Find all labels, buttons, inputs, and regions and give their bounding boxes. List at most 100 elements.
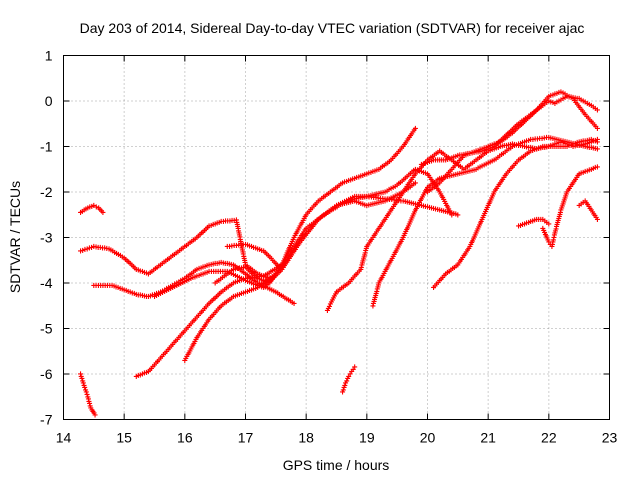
data-point: +: [277, 264, 283, 275]
data-point: +: [224, 259, 230, 270]
data-point: +: [552, 90, 558, 101]
data-point: +: [471, 147, 477, 158]
data-point: +: [259, 246, 265, 257]
data-point: +: [331, 294, 337, 305]
data-point: +: [211, 267, 217, 278]
data-point: +: [432, 180, 438, 191]
data-point: +: [336, 201, 342, 212]
data-point: +: [97, 243, 103, 254]
data-point: +: [356, 198, 362, 209]
data-point: +: [285, 251, 291, 262]
data-point: +: [291, 247, 297, 258]
data-point: +: [570, 139, 576, 150]
data-point: +: [391, 195, 397, 206]
data-point: +: [447, 208, 453, 219]
data-point: +: [459, 168, 465, 179]
data-point: +: [310, 222, 316, 233]
data-point: +: [380, 197, 386, 208]
data-point: +: [534, 106, 540, 117]
data-point: +: [407, 182, 413, 193]
data-point: +: [290, 248, 296, 259]
data-point: +: [435, 180, 441, 191]
data-point: +: [91, 201, 97, 212]
x-tick-label: 14: [56, 430, 72, 446]
data-point: +: [400, 233, 406, 244]
data-point: +: [493, 186, 499, 197]
data-point: +: [234, 218, 240, 229]
data-point: +: [477, 221, 483, 232]
data-point: +: [205, 301, 211, 312]
data-point: +: [397, 239, 403, 250]
data-point: +: [410, 199, 416, 210]
data-point: +: [453, 160, 459, 171]
data-point: +: [229, 216, 235, 227]
data-point: +: [364, 242, 370, 253]
data-point: +: [268, 275, 274, 286]
data-point: +: [283, 255, 289, 266]
data-point: +: [506, 145, 512, 156]
data-point: +: [212, 308, 218, 319]
data-point: +: [282, 253, 288, 264]
data-point: +: [366, 201, 372, 212]
data-point: +: [469, 238, 475, 249]
data-point: +: [337, 285, 343, 296]
data-point: +: [271, 257, 277, 268]
data-point: +: [79, 374, 85, 385]
data-point: +: [346, 198, 352, 209]
data-point: +: [419, 160, 425, 171]
data-point: +: [568, 93, 574, 104]
data-point: +: [307, 221, 313, 232]
data-point: +: [576, 140, 582, 151]
data-point: +: [455, 158, 461, 169]
data-point: +: [212, 259, 218, 270]
data-point: +: [561, 198, 567, 209]
data-point: +: [368, 237, 374, 248]
data-point: +: [349, 275, 355, 286]
data-point: +: [459, 255, 465, 266]
data-point: +: [200, 263, 206, 274]
data-point: +: [451, 263, 457, 274]
data-point: +: [475, 147, 481, 158]
data-point: +: [161, 350, 167, 361]
data-point: +: [131, 289, 137, 300]
data-point: +: [257, 245, 263, 256]
data-point: +: [340, 385, 346, 396]
data-point: +: [412, 208, 418, 219]
data-point: +: [506, 131, 512, 142]
data-point: +: [263, 271, 269, 282]
data-point: +: [261, 282, 267, 293]
data-point: +: [381, 217, 387, 228]
data-point: +: [510, 128, 516, 139]
data-point: +: [123, 286, 129, 297]
data-point: +: [355, 268, 361, 279]
data-point: +: [328, 188, 334, 199]
y-tick-label: -2: [40, 184, 53, 200]
data-point: +: [398, 189, 404, 200]
data-point: +: [239, 289, 245, 300]
data-point: +: [358, 199, 364, 210]
data-point: +: [576, 141, 582, 152]
data-point: +: [141, 291, 147, 302]
data-point: +: [404, 225, 410, 236]
data-point: +: [552, 140, 558, 151]
data-point: +: [255, 274, 261, 285]
data-point: +: [248, 264, 254, 275]
data-point: +: [372, 190, 378, 201]
data-point: +: [224, 284, 230, 295]
data-point: +: [384, 196, 390, 207]
data-point: +: [237, 273, 243, 284]
data-point: +: [445, 268, 451, 279]
data-point: +: [250, 275, 256, 286]
data-point: +: [270, 273, 276, 284]
data-point: +: [340, 178, 346, 189]
data-point: +: [463, 163, 469, 174]
data-point: +: [580, 137, 586, 148]
data-point: +: [538, 102, 544, 113]
data-point: +: [106, 244, 112, 255]
data-point: +: [395, 242, 401, 253]
data-point: +: [394, 191, 400, 202]
data-point: +: [398, 237, 404, 248]
data-point: +: [266, 268, 272, 279]
data-point: +: [139, 370, 145, 381]
data-point: +: [588, 117, 594, 128]
